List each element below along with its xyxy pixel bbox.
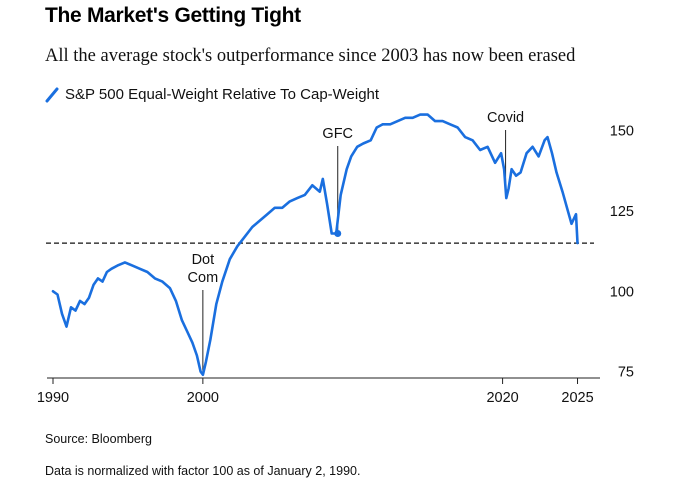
chart-title: The Market's Getting Tight — [45, 4, 301, 27]
source-note: Source: Bloomberg — [45, 432, 153, 446]
legend-series-label: S&P 500 Equal-Weight Relative To Cap-Wei… — [65, 86, 380, 103]
y-tick-label: 150 — [610, 124, 634, 140]
annotation-label: GFC — [322, 126, 353, 142]
y-tick-label: 100 — [610, 284, 634, 300]
gfc-marker-dot — [334, 229, 342, 237]
x-tick-label: 2020 — [486, 390, 518, 406]
normalization-note: Data is normalized with factor 100 as of… — [45, 464, 361, 478]
x-tick-label: 1990 — [37, 390, 69, 406]
annotation-label: Com — [188, 270, 219, 286]
annotation-label: Covid — [487, 110, 524, 126]
y-tick-label: 75 — [618, 365, 634, 381]
annotation-label: Dot — [192, 252, 215, 268]
legend-line-icon — [45, 87, 59, 102]
series-line — [51, 113, 579, 377]
y-tick-label: 125 — [610, 204, 634, 220]
chart-subtitle: All the average stock's outperformance s… — [45, 46, 576, 66]
legend: S&P 500 Equal-Weight Relative To Cap-Wei… — [45, 86, 379, 103]
x-tick-label: 2025 — [561, 390, 593, 406]
x-tick-label: 2000 — [187, 390, 219, 406]
